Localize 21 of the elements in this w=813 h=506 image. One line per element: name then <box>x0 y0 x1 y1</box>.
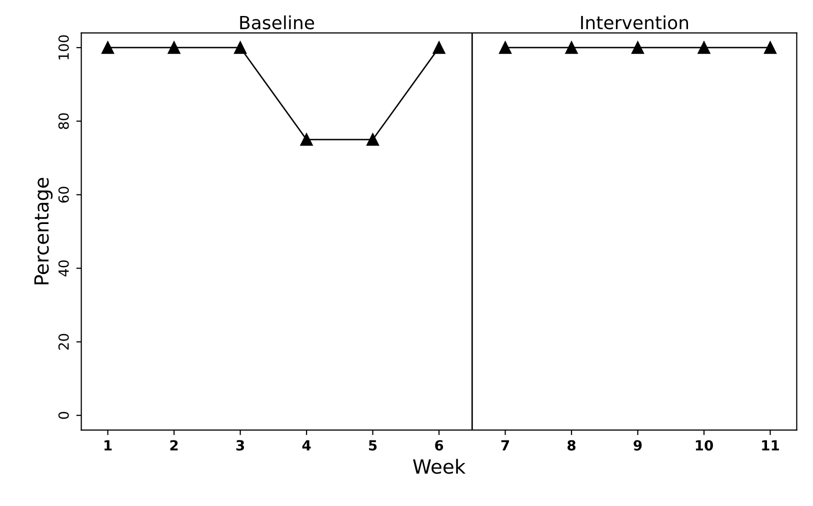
y-tick-label: 100 <box>58 35 69 60</box>
x-tick-label: 10 <box>696 440 713 451</box>
y-tick-label: 60 <box>58 186 69 203</box>
x-tick-label: 9 <box>634 440 642 451</box>
text: Baseline <box>240 15 314 30</box>
y-tick-label: 40 <box>58 260 69 276</box>
x-tick-label: 1 <box>104 440 112 450</box>
x-tick-label: 11 <box>762 440 779 450</box>
x-tick-label: 7 <box>501 440 509 450</box>
x-tick-label: 5 <box>369 440 377 451</box>
text: Intervention <box>581 15 688 30</box>
x-tick-label: 4 <box>302 440 311 450</box>
y-axis-title: Percentage <box>34 178 53 284</box>
x-tick-label: 3 <box>236 440 244 451</box>
x-tick-label: 2 <box>170 440 178 450</box>
y-tick-label: 80 <box>58 113 69 130</box>
x-tick-label: 6 <box>435 440 444 451</box>
x-axis-title: Week <box>413 458 466 474</box>
x-tick-label: 8 <box>568 440 576 451</box>
y-tick-label: 0 <box>58 412 69 419</box>
y-tick-label: 20 <box>58 334 69 350</box>
